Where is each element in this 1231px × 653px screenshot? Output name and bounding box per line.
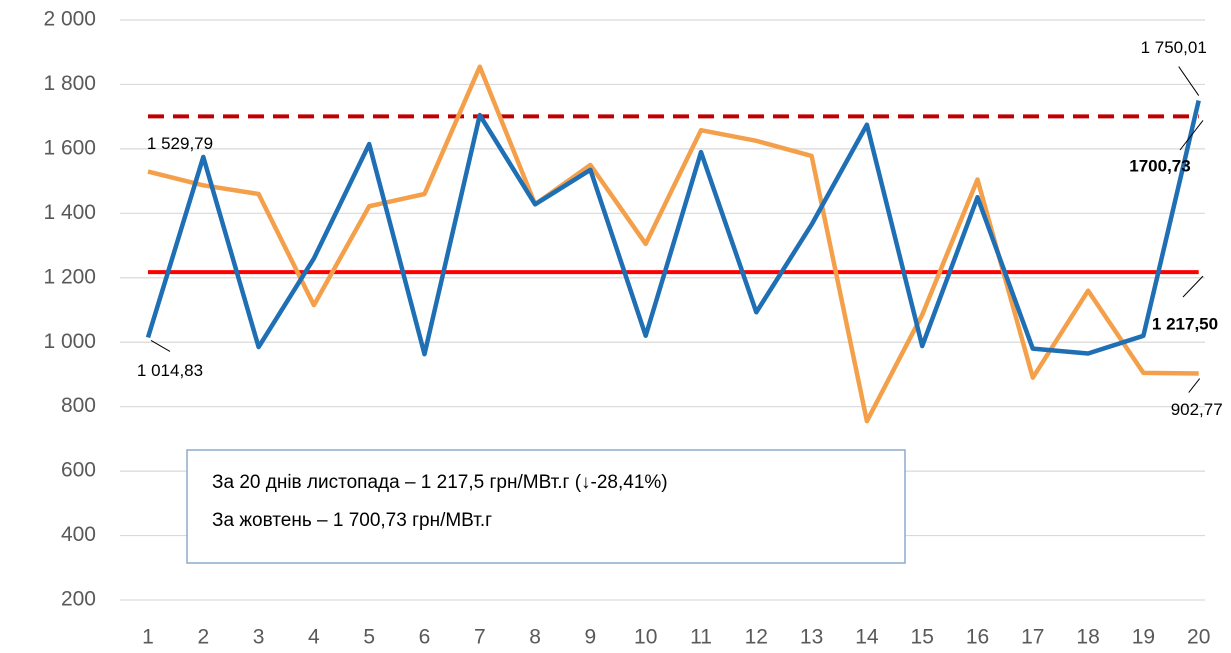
x-tick-label: 3 — [253, 626, 265, 649]
data-label: 1 750,01 — [1141, 38, 1207, 57]
leader-line — [1182, 275, 1204, 298]
x-tick-label: 15 — [911, 626, 934, 649]
x-tick-label: 18 — [1076, 626, 1099, 649]
y-tick-label: 200 — [61, 588, 96, 611]
x-tick-label: 1 — [142, 626, 154, 649]
leader-line — [1188, 378, 1201, 393]
x-tick-label: 10 — [634, 626, 657, 649]
x-tick-label: 2 — [197, 626, 209, 649]
x-tick-label: 20 — [1187, 626, 1210, 649]
x-tick-label: 11 — [690, 626, 712, 649]
x-tick-label: 12 — [745, 626, 768, 649]
x-tick-label: 13 — [800, 626, 823, 649]
x-tick-label: 6 — [419, 626, 431, 649]
y-tick-label: 1 600 — [43, 136, 96, 159]
x-tick-label: 8 — [529, 626, 541, 649]
y-tick-label: 1 200 — [43, 265, 96, 288]
leader-line — [1178, 66, 1200, 96]
y-tick-label: 2 000 — [43, 8, 96, 31]
reference-label: 1 217,50 — [1152, 314, 1218, 333]
data-label: 902,77 — [1171, 400, 1223, 419]
y-tick-label: 1 400 — [43, 201, 96, 224]
y-tick-label: 1 000 — [43, 330, 96, 353]
x-tick-label: 19 — [1132, 626, 1155, 649]
x-tick-label: 5 — [363, 626, 375, 649]
y-tick-label: 400 — [61, 523, 96, 546]
y-tick-label: 1 800 — [43, 72, 96, 95]
x-tick-label: 7 — [474, 626, 486, 649]
x-tick-label: 17 — [1021, 626, 1044, 649]
x-tick-label: 14 — [855, 626, 879, 649]
data-label: 1 014,83 — [137, 361, 203, 380]
note-box — [186, 449, 906, 564]
y-tick-label: 800 — [61, 394, 96, 417]
reference-label: 1700,73 — [1129, 156, 1190, 175]
leader-line — [150, 340, 171, 352]
note-line: За 20 днів листопада – 1 217,5 грн/МВт.г… — [212, 472, 668, 493]
y-tick-label: 600 — [61, 459, 96, 482]
x-tick-label: 16 — [966, 626, 989, 649]
series-line — [145, 100, 1201, 357]
note-line: За жовтень – 1 700,73 грн/МВт.г — [212, 510, 492, 531]
series-line — [147, 64, 1199, 424]
data-label: 1 529,79 — [147, 134, 213, 153]
x-tick-label: 9 — [585, 626, 597, 649]
leader-line — [1179, 120, 1204, 151]
x-tick-label: 4 — [308, 626, 320, 649]
